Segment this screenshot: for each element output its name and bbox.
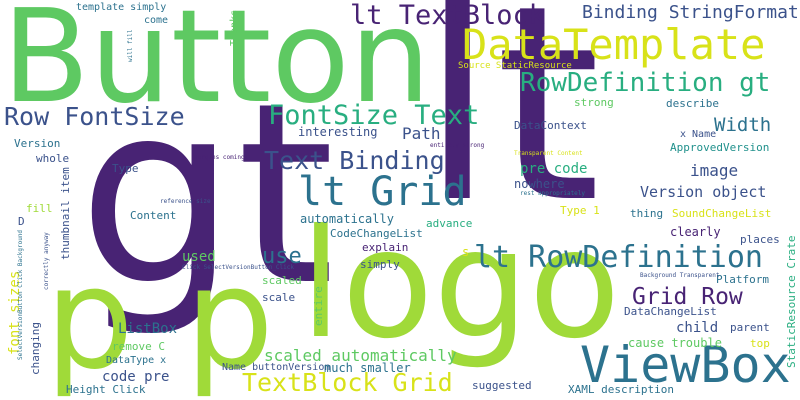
word-whole: whole [36, 152, 70, 165]
word-textblock-grid: TextBlock Grid [242, 368, 453, 397]
word-lt-grid: lt Grid [298, 169, 467, 215]
word-content: Content [130, 209, 177, 222]
word-thanks: Thanks [229, 9, 240, 46]
word-datatype-x: DataType x [106, 355, 167, 366]
word-fill: fill [26, 202, 53, 215]
word-datachangelist: DataChangeList [624, 305, 717, 318]
word-x-name: x Name [680, 129, 717, 140]
word-background-transparent: Background Transparent [640, 272, 720, 279]
word-scale: scale [262, 291, 296, 304]
word-type: Type [112, 162, 139, 175]
word-datacontext: DataContext [514, 119, 587, 132]
word-scaled: scaled [262, 274, 302, 287]
word-strong: strong [574, 96, 614, 109]
word-height-click: Height Click [66, 383, 146, 396]
word-row-fontsize: Row FontSize [4, 102, 185, 131]
word-advance: advance [426, 217, 473, 230]
word-d: D [18, 215, 25, 228]
word-lt-rowdefinition: lt RowDefinition [474, 240, 763, 275]
word-soundchangelist: SoundChangeList [672, 207, 772, 220]
word-transparent-content: Transparent Content [514, 150, 583, 157]
word-platform: Platform [716, 273, 769, 286]
word-places: places [740, 233, 780, 246]
word-thumbnail-item: thumbnail item [59, 167, 72, 260]
word-path: Path [402, 124, 441, 143]
word-width: Width [714, 114, 772, 136]
word-suggested: suggested [472, 379, 532, 392]
word-remove-c: remove C [112, 340, 165, 353]
word-button: Button [2, 0, 431, 132]
word-cause-trouble: cause trouble [628, 336, 722, 350]
word-listbox: ListBox [118, 321, 178, 337]
word-viewbox: ViewBox [580, 336, 791, 394]
word-interesting: interesting [298, 125, 378, 139]
word-version: Version [14, 137, 61, 150]
word-rowdefinition-gt: RowDefinition gt [520, 68, 771, 98]
word-p: p [185, 238, 274, 400]
word-binding-stringformat: Binding StringFormat [582, 2, 799, 23]
word-xaml-description: XAML description [568, 383, 674, 396]
word-thing: thing [630, 207, 664, 220]
word-top: top [750, 337, 770, 350]
word-use: use [262, 244, 302, 269]
word-fontsize-text: FontSize Text [268, 100, 480, 131]
word-describe: describe [666, 97, 719, 110]
word-p: p [45, 238, 134, 400]
word-selectversionbutton-click-background: SelectVersionButton Click Background [17, 229, 24, 360]
word-child: child [676, 320, 719, 336]
word-margins-coming: margins coming [194, 154, 245, 161]
word-explain: explain [362, 241, 409, 254]
word-nowhere: nowhere [514, 177, 565, 191]
word-changing: changing [29, 322, 42, 375]
word-datatemplate: DataTemplate [462, 20, 766, 69]
word-reference-size: reference size [160, 198, 211, 205]
word-parent: parent [730, 321, 770, 334]
word-automatically: automatically [300, 212, 394, 226]
word-type-1: Type 1 [560, 204, 600, 217]
word-much-smaller: much smaller [324, 361, 411, 375]
word-image: image [690, 161, 739, 180]
word-used: used [182, 249, 216, 265]
word-rest-appropriately: rest appropriately [520, 190, 586, 197]
word-will-fill: will fill [127, 29, 134, 62]
word-clearly: clearly [670, 225, 721, 239]
word-template-simply: template simply [76, 2, 167, 13]
word-simply: simply [360, 258, 400, 271]
word-lt: lt [420, 0, 601, 262]
word-name-buttonversion: Name buttonVersion [222, 362, 331, 373]
word-entirely-strong: entirely strong [430, 142, 485, 149]
word-version-object: Version object [640, 183, 767, 201]
word-s: s [462, 245, 470, 259]
word-click-selectversionbutton-click: Click SelectVersionButton_Click [182, 264, 294, 271]
word-gt: gt [78, 49, 335, 340]
word-logo: logo [300, 198, 621, 372]
word-codechangelist: CodeChangeList [330, 227, 423, 240]
word-approvedversion: ApprovedVersion [670, 141, 770, 154]
word-staticresource-crate: StaticResource Crate [785, 235, 798, 368]
word-source-staticresource: Source StaticResource [458, 61, 572, 71]
word-lt-textblock: lt TextBlock [350, 0, 546, 31]
word-grid-row: Grid Row [632, 284, 743, 310]
word-text-binding: Text Binding [264, 146, 445, 175]
word-pre-code: pre code [520, 161, 588, 177]
word-scaled-automatically: scaled automatically [264, 346, 457, 365]
word-correctly-anyway: correctly anyway [43, 232, 50, 290]
word-code-pre: code pre [102, 369, 170, 385]
word-entire: entire [312, 286, 325, 326]
word-come: come [144, 15, 169, 26]
